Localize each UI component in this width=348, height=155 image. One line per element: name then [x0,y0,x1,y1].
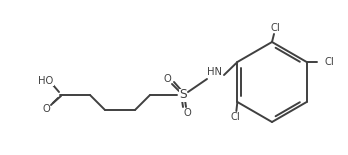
Text: Cl: Cl [270,23,280,33]
Text: O: O [42,104,50,114]
Text: O: O [163,74,171,84]
Text: Cl: Cl [325,57,334,67]
Text: S: S [179,89,187,102]
Text: HN: HN [207,67,222,77]
Text: HO: HO [38,76,54,86]
Text: O: O [183,108,191,118]
Text: Cl: Cl [230,112,240,122]
